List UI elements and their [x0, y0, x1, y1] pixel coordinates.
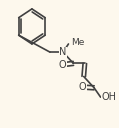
- Text: OH: OH: [101, 92, 116, 102]
- Text: O: O: [58, 60, 66, 70]
- Text: N: N: [59, 47, 67, 57]
- Text: O: O: [79, 82, 86, 92]
- Text: Me: Me: [72, 38, 85, 47]
